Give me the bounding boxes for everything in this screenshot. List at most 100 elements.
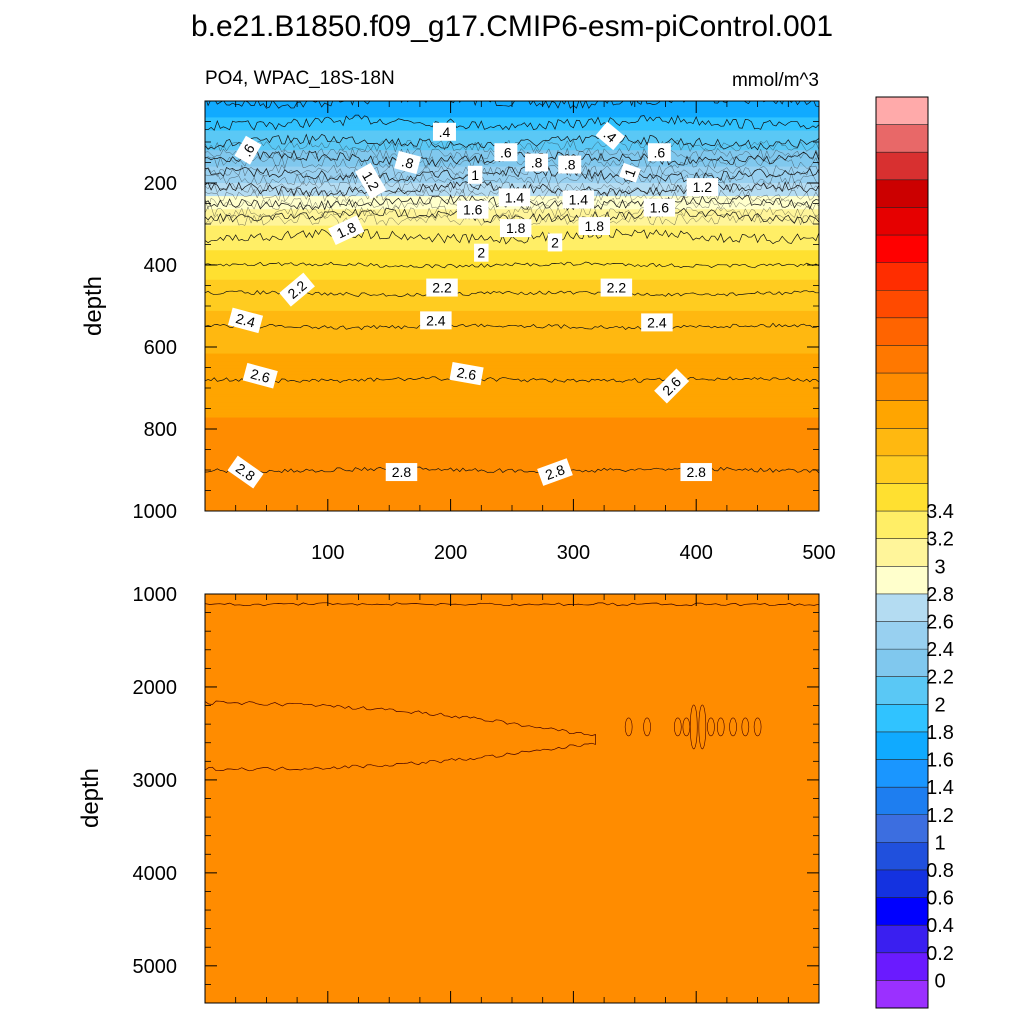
svg-text:2.6: 2.6 bbox=[249, 365, 272, 386]
colorbar-label: 2.6 bbox=[926, 612, 954, 634]
contour-line bbox=[205, 376, 819, 384]
colorbar-swatch bbox=[876, 455, 928, 484]
colorbar-swatch bbox=[876, 317, 928, 346]
y-tick-label: 2000 bbox=[133, 677, 178, 699]
colorbar-swatch bbox=[876, 400, 928, 429]
contour-blob bbox=[716, 717, 725, 737]
upper-left-label: PO4, WPAC_18S-18N bbox=[205, 68, 395, 89]
contour-label: 2.8 bbox=[385, 463, 418, 482]
svg-text:1.6: 1.6 bbox=[463, 202, 483, 218]
contour-label: 1 bbox=[618, 162, 641, 183]
colorbar-swatch bbox=[876, 290, 928, 319]
svg-text:2.8: 2.8 bbox=[686, 464, 706, 480]
contour-label: 2.6 bbox=[242, 362, 278, 389]
svg-text:.8: .8 bbox=[400, 153, 416, 172]
y-tick-label: 3000 bbox=[133, 770, 178, 792]
x-tick-label: 300 bbox=[557, 542, 590, 564]
lower-axes: 1000 2000 3000 4000 5000 bbox=[133, 584, 820, 1004]
x-tick-label: 200 bbox=[434, 542, 467, 564]
upper-contour-fill bbox=[205, 101, 819, 511]
contour-blob bbox=[643, 717, 651, 737]
upper-right-label: mmol/m^3 bbox=[732, 70, 819, 91]
contour-line bbox=[205, 602, 819, 607]
contour-line bbox=[205, 290, 819, 297]
contour-label: 1.4 bbox=[498, 188, 531, 207]
colorbar-label: 1.8 bbox=[926, 722, 954, 744]
contour-label: 2.4 bbox=[420, 311, 452, 330]
main-title: b.e21.B1850.f09_g17.CMIP6-esm-piControl.… bbox=[191, 10, 833, 43]
contour-line bbox=[205, 207, 819, 224]
contour-label: 1.4 bbox=[562, 190, 595, 209]
lower-panel: 1000 2000 3000 4000 5000 depth bbox=[77, 584, 820, 1004]
svg-text:1.4: 1.4 bbox=[569, 191, 589, 207]
colorbar-swatch bbox=[876, 842, 928, 871]
contour-label: 1.6 bbox=[643, 198, 676, 217]
colorbar-label: 1 bbox=[934, 832, 945, 854]
contour-label: .4 bbox=[432, 122, 456, 141]
contour-line bbox=[205, 166, 819, 183]
colorbar-swatch bbox=[876, 235, 928, 263]
contour-line bbox=[205, 466, 819, 474]
colorbar-swatch bbox=[876, 731, 928, 760]
contour-blob bbox=[673, 717, 682, 737]
contour-line bbox=[205, 322, 819, 331]
colorbar-swatch bbox=[876, 124, 928, 153]
svg-text:.4: .4 bbox=[439, 124, 451, 140]
contour-label: 2.8 bbox=[537, 458, 573, 486]
colorbar-label: 0.8 bbox=[926, 860, 954, 882]
contour-label: .6 bbox=[234, 135, 262, 165]
colorbar-label: 0 bbox=[934, 970, 945, 992]
contour-blob bbox=[741, 717, 750, 737]
contour-label: 2.4 bbox=[227, 307, 264, 334]
colorbar-swatch bbox=[876, 649, 928, 678]
y-tick-label: 400 bbox=[144, 255, 177, 277]
svg-text:1.6: 1.6 bbox=[650, 200, 670, 216]
colorbar-swatch bbox=[876, 980, 928, 1009]
svg-text:2: 2 bbox=[551, 234, 559, 250]
contour-label: 1.6 bbox=[456, 200, 489, 219]
contour-label: 2 bbox=[547, 233, 563, 252]
contour-label: 2.2 bbox=[426, 278, 458, 297]
colorbar-label: 3 bbox=[934, 556, 945, 578]
svg-text:2.4: 2.4 bbox=[426, 312, 446, 328]
y-tick-label: 200 bbox=[144, 173, 177, 195]
colorbar-label: 3.2 bbox=[926, 529, 954, 551]
colorbar-swatch bbox=[876, 621, 928, 650]
colorbar-label: 2.8 bbox=[926, 584, 954, 606]
colorbar-label: 0.6 bbox=[926, 888, 954, 910]
upper-ylabel: depth bbox=[80, 276, 107, 336]
colorbar-label: 2 bbox=[934, 694, 945, 716]
svg-text:.6: .6 bbox=[654, 144, 666, 160]
colorbar-swatch bbox=[876, 97, 928, 125]
svg-text:2.2: 2.2 bbox=[432, 280, 452, 296]
x-tick-label: 400 bbox=[680, 542, 713, 564]
svg-text:1.8: 1.8 bbox=[334, 219, 359, 242]
colorbar-swatch bbox=[876, 952, 928, 981]
svg-text:2: 2 bbox=[477, 245, 485, 261]
colorbar-label: 0.4 bbox=[926, 915, 954, 937]
lower-ylabel: depth bbox=[77, 768, 104, 828]
contour-label: 1.2 bbox=[686, 178, 719, 197]
contour-label: 2 bbox=[474, 243, 489, 262]
svg-text:2.2: 2.2 bbox=[607, 280, 627, 296]
contour-label: 2.8 bbox=[680, 463, 712, 482]
contour-blob bbox=[689, 704, 698, 750]
colorbar-swatch bbox=[876, 925, 928, 954]
contour-label: 1.8 bbox=[499, 219, 532, 238]
colorbar-swatch bbox=[876, 152, 928, 181]
colorbar-swatch bbox=[876, 593, 928, 622]
svg-text:1.8: 1.8 bbox=[506, 220, 526, 236]
colorbar-swatch bbox=[876, 179, 928, 208]
contour-blob bbox=[729, 717, 737, 737]
colorbar-label: 0.2 bbox=[926, 943, 954, 965]
y-tick-label: 1000 bbox=[133, 501, 178, 523]
colorbar-swatch bbox=[876, 345, 928, 374]
svg-text:1.4: 1.4 bbox=[505, 189, 525, 205]
contour-line bbox=[205, 114, 819, 131]
x-tick-label: 500 bbox=[802, 542, 835, 564]
svg-text:1.2: 1.2 bbox=[693, 179, 713, 195]
contour-label: 1.2 bbox=[355, 162, 387, 200]
upper-panel: .6 .4 .4 .6 .6 .8 .8 .8 1 1 1.2 1.2 1.4 1.4 1.6 1.6 1.8 1… bbox=[80, 68, 836, 564]
colorbar-label: 3.4 bbox=[926, 501, 954, 523]
contour-label: 2.6 bbox=[449, 362, 484, 386]
